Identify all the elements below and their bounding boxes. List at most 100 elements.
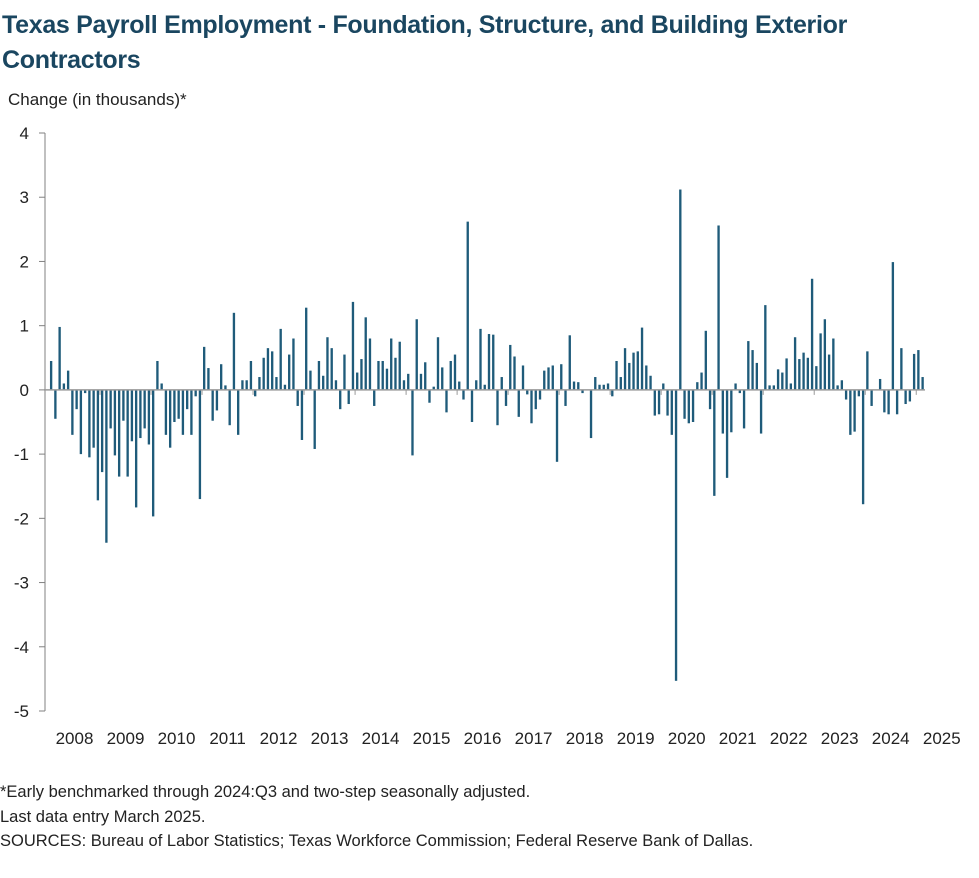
bar [249, 360, 253, 390]
bar [555, 389, 559, 462]
bar [487, 334, 491, 390]
footnote-sources: SOURCES: Bureau of Labor Statistics; Tex… [0, 832, 754, 850]
bar [649, 375, 652, 390]
bar [160, 383, 163, 390]
x-tick-label: 2011 [209, 729, 246, 748]
bar [747, 341, 750, 390]
bar [810, 278, 814, 390]
bar [483, 384, 486, 390]
x-tick-label: 2018 [566, 729, 604, 748]
bar [356, 372, 359, 390]
bar [645, 365, 648, 390]
bar [241, 380, 244, 390]
bar [479, 328, 482, 390]
y-tick-label: 3 [20, 188, 29, 207]
bar [288, 354, 291, 390]
bar [317, 360, 321, 390]
bar [887, 389, 890, 415]
bar [526, 389, 529, 395]
bar [334, 380, 338, 390]
bar [921, 377, 924, 390]
bar [883, 389, 886, 413]
bar [309, 370, 312, 390]
bar [789, 383, 793, 390]
bar [781, 372, 784, 390]
footnotes: *Early benchmarked through 2024:Q3 and t… [0, 780, 753, 854]
bar [300, 389, 304, 440]
bar [623, 348, 627, 390]
bar [54, 389, 57, 419]
bar [823, 319, 827, 390]
bar [254, 389, 257, 397]
bar [275, 377, 278, 390]
bar [245, 380, 248, 390]
bar [49, 360, 53, 390]
bar [687, 389, 690, 424]
bar [215, 389, 219, 411]
x-tick-label: 2022 [770, 729, 808, 748]
bar [538, 389, 542, 400]
footnote-last-entry: Last data entry March 2025. [0, 807, 206, 826]
x-tick-label: 2023 [821, 729, 859, 748]
bar [113, 389, 117, 456]
bar [785, 358, 788, 390]
bar [662, 383, 665, 390]
bar [453, 354, 457, 390]
bar [691, 389, 695, 422]
bar [755, 362, 758, 390]
bar [798, 359, 801, 390]
bar [636, 351, 639, 390]
x-tick-label: 2021 [719, 729, 757, 748]
bar [568, 335, 571, 390]
bar [836, 385, 839, 390]
bar [713, 389, 716, 496]
bar [904, 389, 907, 405]
bar [666, 389, 669, 416]
bar [258, 377, 261, 390]
bar [339, 389, 342, 410]
bar [462, 389, 465, 400]
bar [139, 389, 142, 439]
bar [513, 356, 516, 390]
bar [776, 369, 780, 390]
bar [424, 362, 427, 390]
bar [861, 389, 865, 505]
bar [105, 389, 108, 543]
bar [411, 389, 414, 456]
bar [517, 389, 520, 417]
bar [100, 389, 104, 473]
bar [262, 357, 265, 390]
bar [840, 380, 844, 390]
y-tick-label: -1 [14, 445, 29, 464]
footnote-benchmark: *Early benchmarked through 2024:Q3 and t… [0, 783, 531, 801]
bar [619, 377, 622, 390]
bar [381, 360, 384, 390]
bar [203, 346, 206, 390]
bar [492, 334, 495, 390]
bar [534, 389, 537, 410]
bar [79, 389, 83, 455]
bar [504, 389, 508, 406]
bar [177, 389, 180, 419]
bar [62, 383, 66, 390]
bar [296, 389, 299, 406]
bar [385, 368, 389, 390]
x-tick-label: 2025 [923, 729, 961, 748]
bar [900, 348, 903, 390]
bar [347, 389, 350, 405]
bar [322, 375, 325, 390]
bar [66, 370, 70, 390]
bar [827, 354, 831, 390]
bar [458, 381, 461, 390]
x-tick-label: 2014 [362, 729, 400, 748]
bar [130, 389, 134, 442]
bar [71, 389, 74, 435]
x-tick-label: 2013 [311, 729, 349, 748]
bar [543, 370, 546, 390]
bar [419, 373, 423, 390]
bar [611, 389, 614, 397]
bar [96, 389, 100, 501]
bar [224, 385, 227, 390]
bar [653, 389, 656, 416]
bar [407, 373, 410, 390]
